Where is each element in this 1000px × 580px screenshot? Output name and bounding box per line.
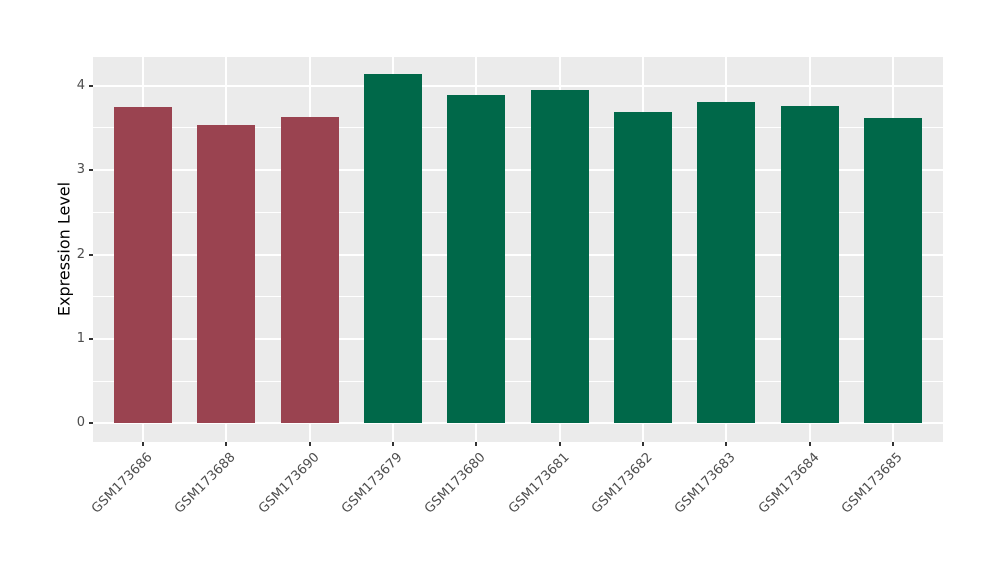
- bar: [114, 106, 172, 424]
- gridline-major-y: [93, 422, 943, 425]
- gridline-major-y: [93, 84, 943, 87]
- bar: [614, 111, 672, 424]
- gridline-major-y: [93, 253, 943, 256]
- gridline-minor-y: [93, 127, 943, 129]
- x-axis-tick-label: GSM173683: [672, 450, 739, 517]
- gridline-major-y: [93, 337, 943, 340]
- x-axis-tick: [725, 442, 728, 446]
- y-axis-tick: [89, 84, 93, 87]
- x-axis-tick: [892, 442, 894, 446]
- y-axis-tick-label: 2: [76, 246, 85, 262]
- y-axis-tick-label: 3: [76, 162, 85, 178]
- x-axis-tick: [808, 442, 811, 446]
- x-axis-tick-label: GSM173690: [255, 450, 323, 517]
- bar: [530, 89, 589, 424]
- gridline-minor-y: [93, 380, 943, 382]
- bar: [780, 105, 839, 424]
- x-axis-tick: [142, 442, 144, 446]
- gridline-minor-y: [93, 211, 943, 213]
- bar: [197, 125, 256, 424]
- y-axis-tick-label: 1: [76, 330, 85, 346]
- y-axis-tick: [89, 422, 93, 425]
- x-axis-tick: [475, 442, 478, 446]
- y-axis-tick: [89, 253, 93, 256]
- bar: [364, 73, 422, 424]
- y-axis-tick-label: 4: [76, 77, 85, 93]
- x-axis-tick-label: GSM173686: [89, 450, 156, 517]
- x-axis-tick: [642, 442, 644, 446]
- x-axis-tick-label: GSM173679: [339, 450, 406, 517]
- bar: [697, 101, 756, 424]
- gridline-major-y: [93, 169, 943, 172]
- x-axis-tick-label: GSM173685: [839, 450, 906, 517]
- y-axis-tick: [89, 169, 93, 172]
- y-axis-tick: [89, 337, 93, 340]
- x-axis-tick: [392, 442, 394, 446]
- x-axis-tick-label: GSM173681: [505, 450, 573, 517]
- bar: [864, 117, 922, 424]
- x-axis-tick: [225, 442, 228, 446]
- y-axis-tick-label: 0: [76, 415, 85, 431]
- x-axis-tick: [558, 442, 561, 446]
- gridline-minor-y: [93, 296, 943, 298]
- x-axis-tick-label: GSM173684: [755, 450, 823, 517]
- x-axis-tick-label: GSM173680: [422, 450, 489, 517]
- x-axis-tick: [308, 442, 311, 446]
- x-axis-tick-label: GSM173682: [589, 450, 656, 517]
- bar: [280, 116, 339, 424]
- x-axis-tick-label: GSM173688: [172, 450, 239, 517]
- bar: [447, 94, 506, 424]
